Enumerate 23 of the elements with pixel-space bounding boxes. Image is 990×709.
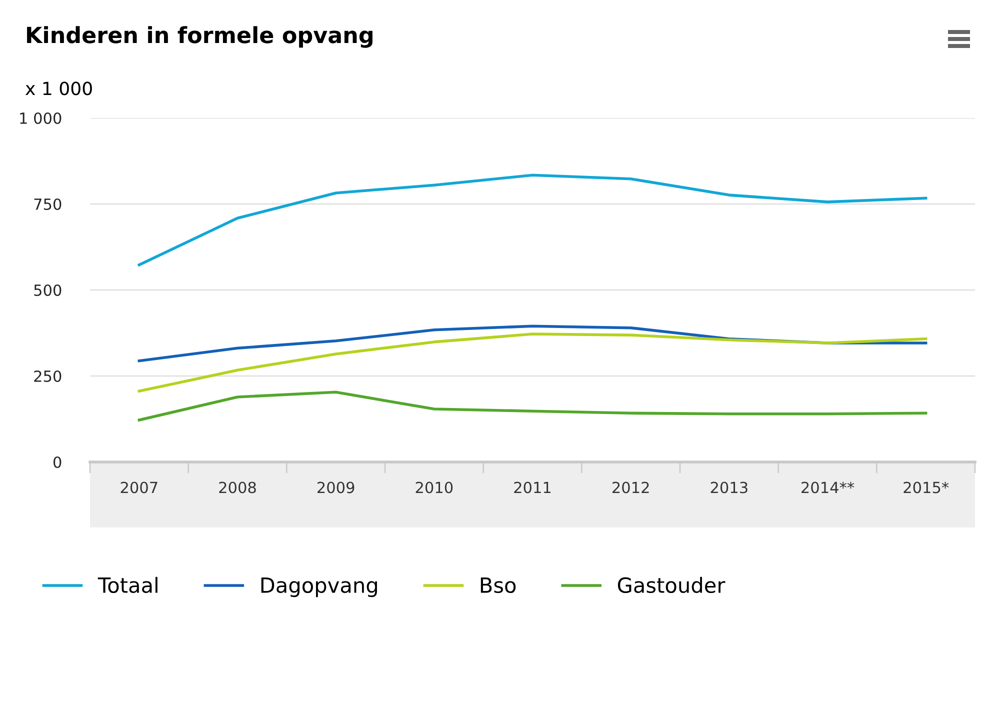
y-axis-title: x 1 000 [26, 82, 92, 96]
y-tick-label: 1 000 [20, 112, 62, 124]
legend-label: Gastouder [618, 576, 726, 594]
y-tick-label: 250 [34, 370, 62, 382]
legend-label: Bso [480, 578, 516, 594]
x-tick-label: 2007 [120, 482, 158, 494]
line-series [138, 174, 928, 266]
y-tick-label: 0 [54, 456, 62, 468]
y-tick-label: 750 [34, 198, 62, 210]
x-tick-label: 2008 [219, 482, 256, 494]
legend-label: Dagopvang [261, 578, 377, 598]
y-tick-label: 500 [34, 284, 62, 296]
legend-label: Totaal [98, 576, 158, 594]
chart-title: Kinderen in formele opvang [27, 26, 372, 48]
line-series [138, 390, 928, 422]
x-tick-label: 2014** [802, 482, 854, 494]
x-tick-label: 2012 [612, 482, 649, 494]
x-tick-label: 2010 [416, 482, 453, 494]
x-tick-label: 2011 [514, 482, 551, 494]
x-tick-label: 2009 [318, 482, 354, 494]
line-series [138, 332, 928, 393]
x-tick-label: 2015* [904, 482, 949, 494]
x-tick-label: 2013 [710, 482, 748, 494]
